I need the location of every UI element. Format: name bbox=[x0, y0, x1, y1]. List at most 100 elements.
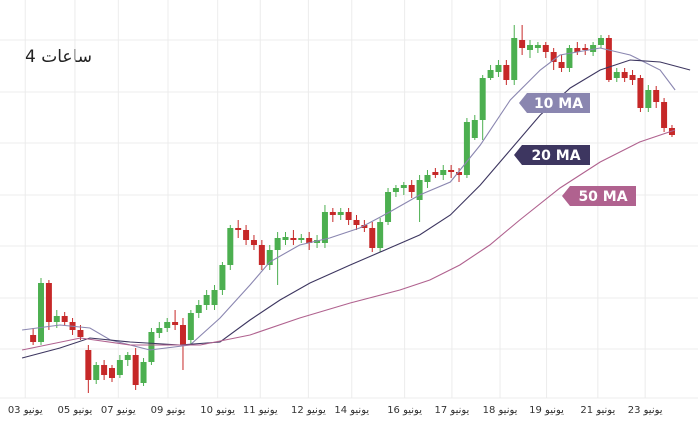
ma-legend-tag: 50 MA bbox=[562, 186, 636, 206]
candle-body bbox=[629, 75, 636, 80]
candle-body bbox=[148, 332, 155, 362]
candle-body bbox=[298, 238, 305, 240]
candle-body bbox=[369, 228, 376, 248]
x-tick-label: 11 يونيو bbox=[243, 405, 278, 416]
ma-tag-label: 20 MA bbox=[531, 148, 580, 164]
candle-body bbox=[345, 212, 352, 220]
ma-line bbox=[22, 47, 676, 351]
candle-body bbox=[527, 45, 534, 50]
x-tick-label: 10 يونيو bbox=[200, 405, 235, 416]
chart-title: 4 ساعات bbox=[25, 47, 92, 67]
candle-body bbox=[534, 45, 541, 48]
candle-body bbox=[329, 212, 336, 215]
candle-body bbox=[605, 38, 612, 80]
ma-tag-box bbox=[519, 93, 590, 113]
candle-body bbox=[187, 313, 194, 340]
candle-body bbox=[172, 322, 179, 325]
candle-body bbox=[645, 90, 652, 108]
candle-body bbox=[195, 305, 202, 313]
candle-body bbox=[353, 220, 360, 225]
ma-legend-tag: 10 MA bbox=[519, 93, 590, 113]
candle-body bbox=[361, 225, 368, 228]
candle-body bbox=[487, 70, 494, 78]
candle-body bbox=[321, 212, 328, 243]
candle-body bbox=[463, 122, 470, 175]
candle-body bbox=[61, 316, 68, 322]
candle-body bbox=[306, 238, 313, 243]
candle-body bbox=[116, 360, 123, 375]
candle-body bbox=[108, 368, 115, 378]
ma-tag-label: 10 MA bbox=[534, 96, 583, 112]
candle-body bbox=[424, 175, 431, 182]
x-tick-label: 14 يونيو bbox=[334, 405, 369, 416]
candle-body bbox=[392, 188, 399, 192]
x-tick-label: 07 يونيو bbox=[101, 405, 136, 416]
candle-body bbox=[590, 45, 597, 52]
x-tick-label: 16 يونيو bbox=[387, 405, 422, 416]
ma-tag-box bbox=[514, 145, 590, 165]
x-tick-label: 12 يونيو bbox=[291, 405, 326, 416]
x-tick-label: 19 يونيو bbox=[529, 405, 564, 416]
candle-body bbox=[140, 362, 147, 383]
candle-body bbox=[45, 283, 52, 322]
candle-body bbox=[637, 78, 644, 108]
candle-body bbox=[77, 330, 84, 337]
candle-body bbox=[519, 40, 526, 48]
candle-body bbox=[542, 45, 549, 52]
candle-body bbox=[179, 325, 186, 345]
candle-body bbox=[30, 335, 37, 342]
x-tick-label: 09 يونيو bbox=[151, 405, 186, 416]
ma-tag-label: 50 MA bbox=[578, 189, 627, 205]
candle-body bbox=[440, 170, 447, 175]
candle-body bbox=[582, 48, 589, 50]
candle-body bbox=[266, 250, 273, 265]
candle-body bbox=[503, 65, 510, 80]
candle-body bbox=[243, 230, 250, 240]
candle-body bbox=[377, 222, 384, 248]
candle-body bbox=[479, 78, 486, 120]
candle-body bbox=[258, 245, 265, 265]
candle-body bbox=[621, 72, 628, 78]
candle-body bbox=[164, 322, 171, 328]
x-tick-label: 23 يونيو bbox=[628, 405, 663, 416]
candle-body bbox=[471, 120, 478, 138]
candle-body bbox=[495, 65, 502, 72]
x-tick-label: 05 يونيو bbox=[58, 405, 93, 416]
candle-body bbox=[250, 240, 257, 245]
candle-body bbox=[203, 295, 210, 305]
candle-body bbox=[124, 355, 131, 360]
candle-body bbox=[38, 283, 45, 342]
candle-body bbox=[661, 102, 668, 128]
candle-body bbox=[282, 237, 289, 240]
candle-body bbox=[85, 350, 92, 380]
candle-body bbox=[653, 90, 660, 102]
candle-body bbox=[385, 192, 392, 222]
grid bbox=[0, 39, 698, 399]
candle-body bbox=[597, 38, 604, 45]
candle-body bbox=[290, 238, 297, 240]
ma-line bbox=[21, 129, 676, 351]
candle-body bbox=[408, 185, 415, 192]
x-tick-label: 17 يونيو bbox=[435, 405, 470, 416]
candle-body bbox=[337, 212, 344, 215]
candle-body bbox=[416, 180, 423, 200]
candle-body bbox=[211, 290, 218, 305]
candle-body bbox=[132, 355, 139, 385]
ma-legend-tag: 20 MA bbox=[514, 145, 590, 165]
candle-body bbox=[156, 328, 163, 333]
candle-body bbox=[274, 238, 281, 250]
candle-body bbox=[219, 265, 226, 290]
candle-body bbox=[227, 228, 234, 265]
candle-body bbox=[400, 185, 407, 188]
candle-body bbox=[574, 48, 581, 52]
candle-body bbox=[456, 172, 463, 175]
x-tick-label: 18 يونيو bbox=[483, 405, 518, 416]
candle-body bbox=[511, 38, 518, 80]
candle-body bbox=[566, 48, 573, 68]
candle-body bbox=[448, 170, 455, 172]
candle-body bbox=[235, 228, 242, 230]
candle-body bbox=[101, 365, 108, 375]
x-tick-label: 03 يونيو bbox=[8, 405, 43, 416]
x-tick-label: 21 يونيو bbox=[580, 405, 615, 416]
